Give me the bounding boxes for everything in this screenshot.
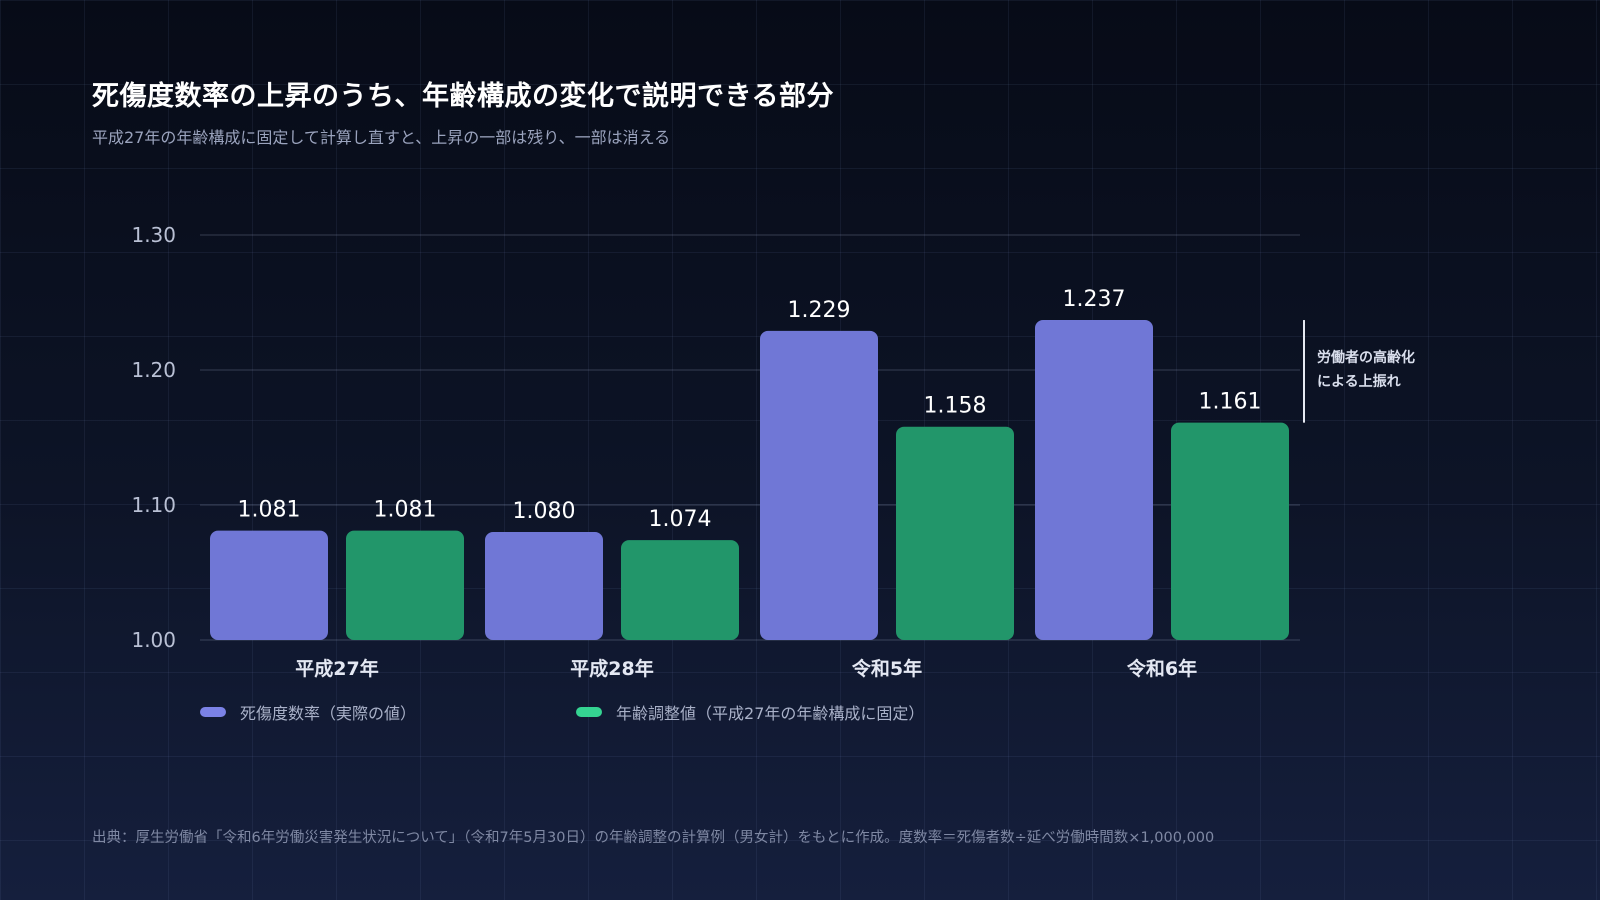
annotation-line-1: 労働者の高齢化 [1317, 350, 1415, 366]
legend-item-actual: 死傷度数率（実際の値） [200, 700, 416, 724]
bar-actual [210, 530, 328, 640]
x-category-label: 平成27年 [295, 657, 378, 680]
x-category-label: 令和6年 [1127, 657, 1197, 680]
bar-actual [485, 532, 603, 640]
y-tick-label: 1.00 [131, 628, 176, 652]
legend-label-adjusted: 年齢調整値（平成27年の年齢構成に固定） [616, 704, 925, 723]
data-label-actual: 1.081 [238, 498, 301, 523]
data-label-adjusted: 1.081 [374, 498, 437, 523]
y-tick-label: 1.30 [131, 223, 176, 247]
bar-adjusted [346, 530, 464, 640]
y-tick-label: 1.10 [131, 493, 176, 517]
chart-subtitle: 平成27年の年齢構成に固定して計算し直すと、上昇の一部は残り、一部は消える [92, 128, 671, 147]
chart-legend: 死傷度数率（実際の値） 年齢調整値（平成27年の年齢構成に固定） [200, 700, 1084, 724]
bar-adjusted [896, 426, 1014, 640]
y-tick-label: 1.20 [131, 358, 176, 382]
bar-actual [760, 330, 878, 640]
chart-title: 死傷度数率の上昇のうち、年齢構成の変化で説明できる部分 [92, 81, 834, 112]
data-label-actual: 1.237 [1063, 287, 1126, 312]
bar-adjusted [621, 540, 739, 640]
data-label-adjusted: 1.158 [924, 394, 987, 419]
legend-swatch-adjusted [576, 707, 603, 717]
bar-actual [1035, 320, 1153, 640]
annotation-aging-upswing: 労働者の高齢化 による上振れ [1317, 346, 1415, 394]
legend-label-actual: 死傷度数率（実際の値） [240, 704, 417, 723]
source-note: 出典：厚生労働省「令和6年労働災害発生状況について」（令和7年5月30日）の年齢… [92, 830, 1215, 846]
data-label-actual: 1.080 [513, 499, 576, 524]
data-label-adjusted: 1.161 [1199, 390, 1262, 415]
data-label-actual: 1.229 [788, 298, 851, 323]
bar-adjusted [1171, 422, 1289, 640]
legend-swatch-actual [200, 707, 226, 717]
x-category-label: 令和5年 [852, 657, 922, 680]
legend-item-adjusted: 年齢調整値（平成27年の年齢構成に固定） [576, 700, 924, 724]
data-label-adjusted: 1.074 [649, 507, 712, 532]
annotation-line-2: による上振れ [1317, 374, 1401, 390]
x-category-label: 平成28年 [570, 657, 653, 680]
